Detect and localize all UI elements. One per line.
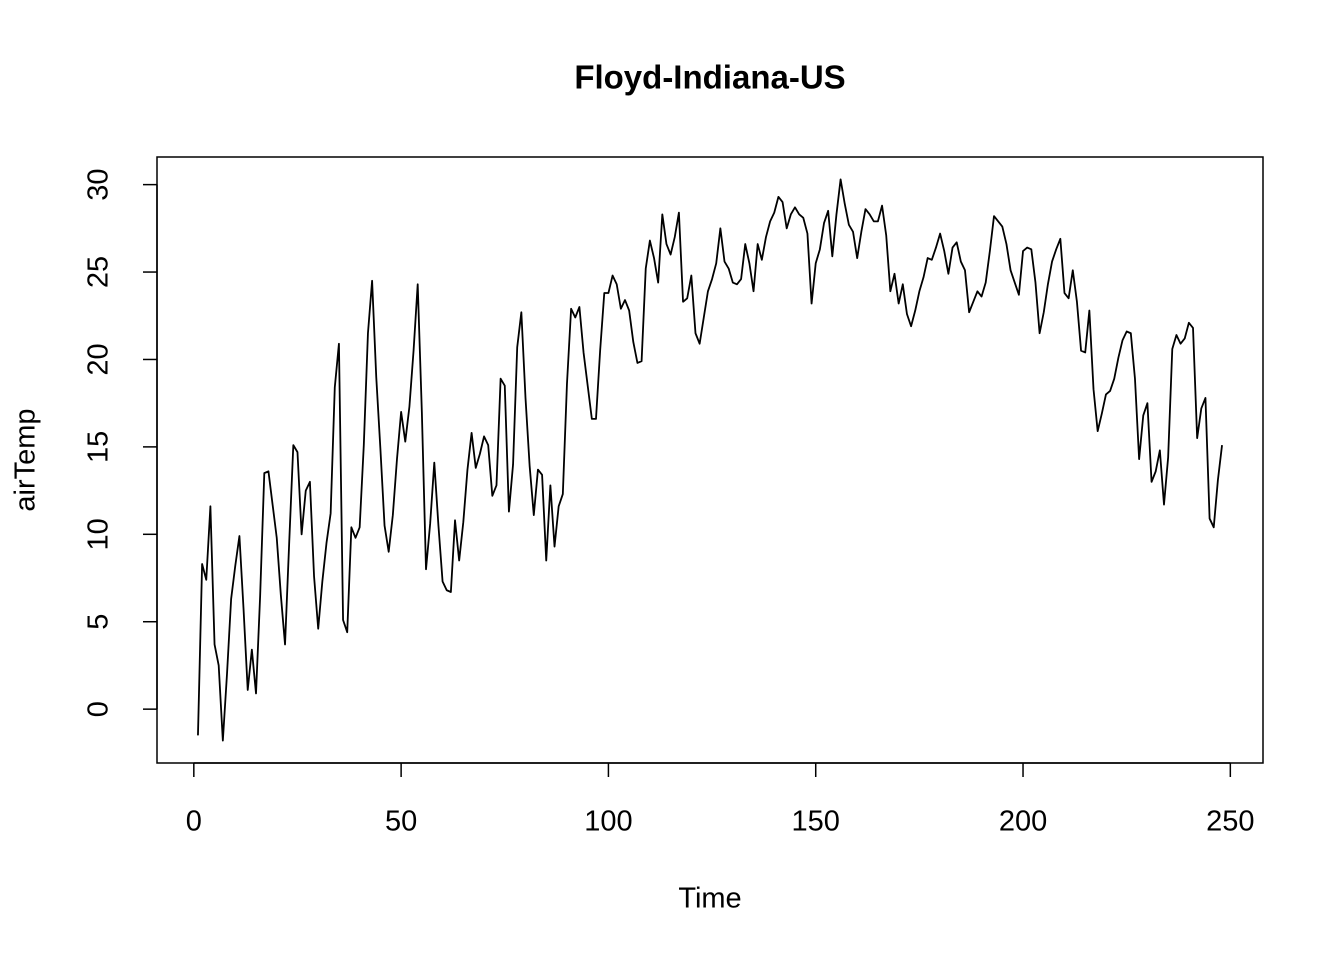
x-tick-label: 50 (385, 806, 417, 838)
x-tick-label: 250 (1206, 806, 1254, 838)
y-tick-label: 20 (83, 343, 115, 375)
y-tick-label: 10 (83, 518, 115, 550)
x-tick-label: 150 (792, 806, 840, 838)
chart-title: Floyd-Indiana-US (574, 59, 845, 96)
y-tick-label: 15 (83, 431, 115, 463)
y-tick-label: 30 (83, 168, 115, 200)
x-tick-label: 0 (186, 806, 202, 838)
x-tick-label: 100 (584, 806, 632, 838)
y-axis-label: airTemp (10, 408, 42, 511)
x-axis-label: Time (678, 883, 741, 915)
y-tick-label: 5 (83, 614, 115, 630)
data-line (197, 178, 1223, 742)
x-tick-label: 200 (999, 806, 1047, 838)
y-tick-label: 0 (83, 701, 115, 717)
y-tick-label: 25 (83, 256, 115, 288)
